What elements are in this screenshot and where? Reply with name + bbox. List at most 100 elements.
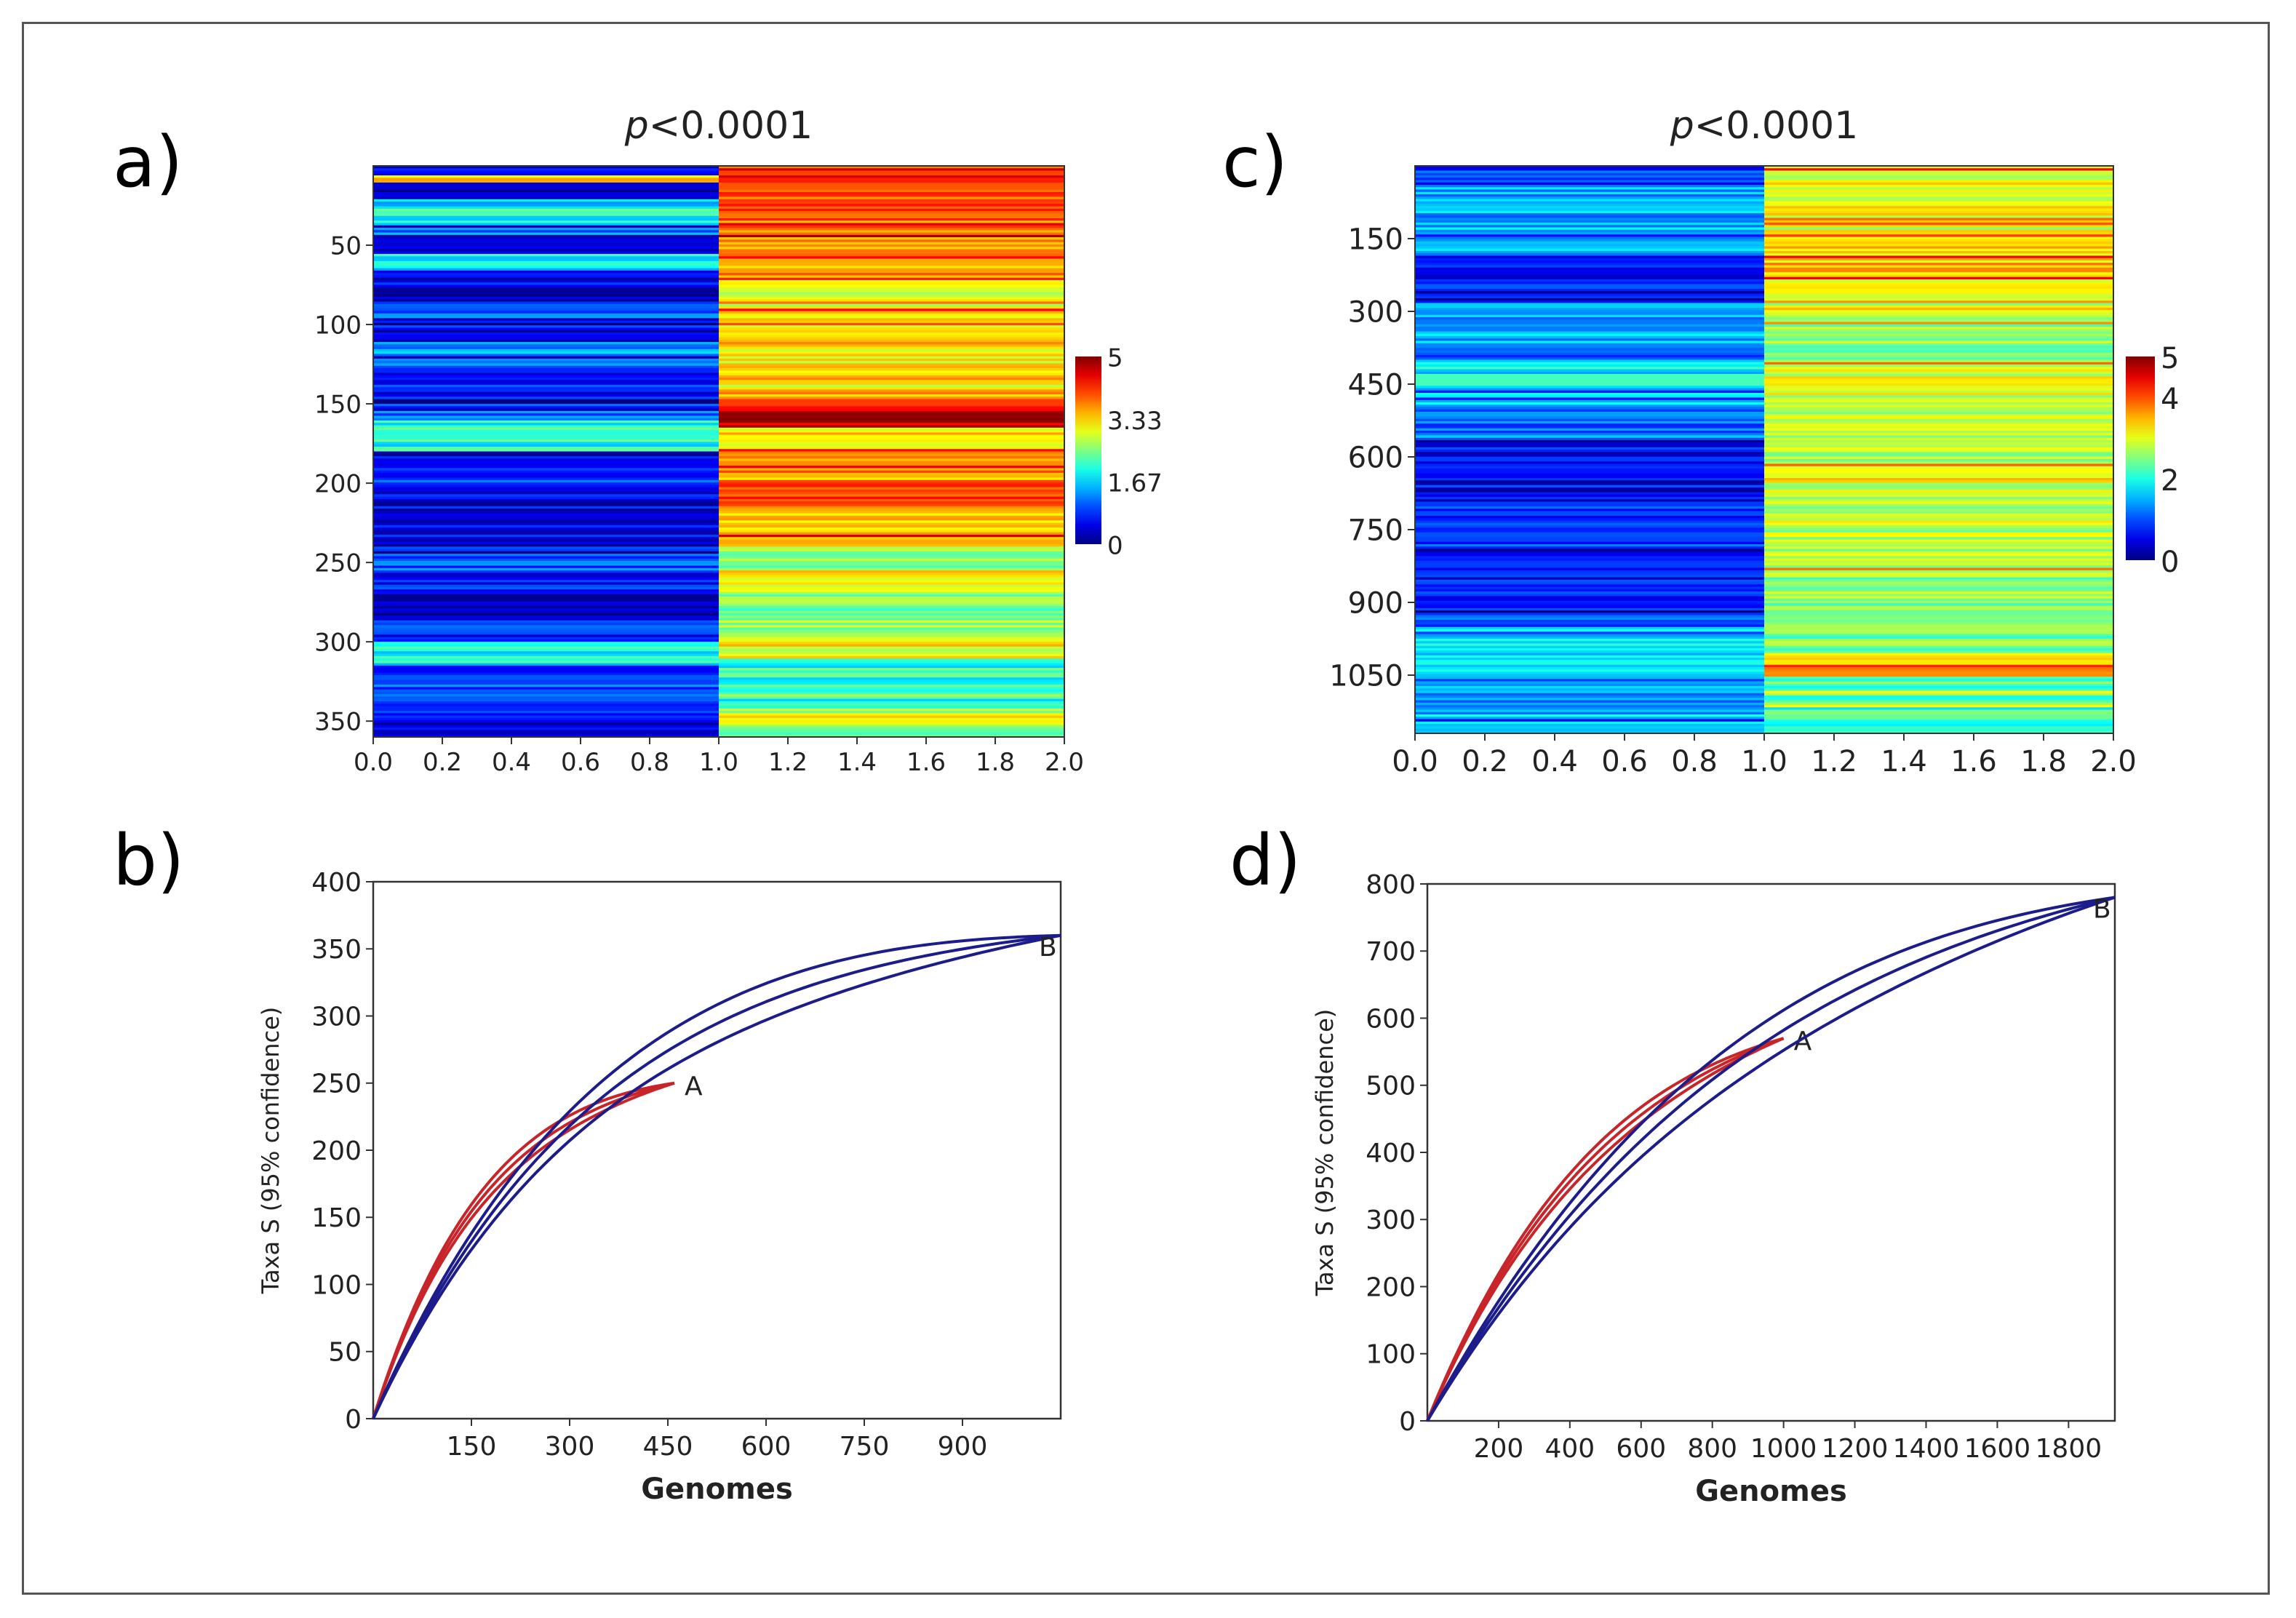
heatmap-cell — [719, 399, 1065, 402]
y-tick-label: 750 — [1348, 514, 1403, 547]
y-tick-label: 500 — [1366, 1072, 1416, 1101]
heatmap-cell — [719, 287, 1065, 290]
panel-label-b: b) — [113, 820, 185, 901]
heatmap-cell — [373, 575, 720, 578]
heatmap-cell — [373, 685, 720, 688]
heatmap-cell — [373, 166, 720, 169]
heatmap-cell — [1415, 629, 1765, 632]
heatmap-cell — [373, 715, 720, 719]
heatmap-cell — [373, 653, 720, 657]
heatmap-cell — [1764, 617, 2114, 621]
heatmap-cell — [373, 202, 720, 204]
heatmap-cell — [1764, 423, 2114, 427]
heatmap-cell — [1415, 645, 1765, 649]
heatmap-cell — [373, 449, 720, 453]
heatmap-cell — [1764, 416, 2114, 420]
heatmap-cell — [1415, 435, 1765, 439]
heatmap-cell — [373, 637, 720, 640]
heatmap-cell — [1764, 215, 2114, 219]
heatmap-cell — [1415, 463, 1765, 467]
heatmap-cell — [719, 358, 1065, 362]
heatmap-cell — [373, 337, 720, 340]
heatmap-cell — [1764, 407, 2114, 410]
heatmap-cell — [373, 368, 720, 371]
heatmap-cell — [373, 694, 720, 697]
heatmap-cell — [719, 698, 1065, 702]
heatmap-cell — [373, 301, 720, 305]
heatmap-cell — [1764, 535, 2114, 538]
heatmap-cell — [373, 539, 720, 543]
heatmap-cell — [373, 191, 720, 195]
heatmap-cell — [1415, 348, 1765, 351]
heatmap-cell — [1764, 485, 2114, 488]
heatmap-cell — [1415, 426, 1765, 429]
heatmap-cell — [373, 318, 720, 322]
heatmap-cell — [373, 413, 720, 417]
heatmap-cell — [1415, 607, 1765, 611]
heatmap-cell — [719, 651, 1065, 655]
heatmap-cell — [719, 584, 1065, 588]
heatmap-cell — [1764, 513, 2114, 517]
x-tick-label: 1.2 — [1811, 745, 1857, 778]
colorbar-tick-label: 4 — [2161, 383, 2179, 416]
heatmap-cell — [719, 242, 1065, 245]
heatmap-cell — [719, 175, 1065, 178]
heatmap-cell — [719, 415, 1065, 419]
heatmap-cell — [719, 734, 1065, 738]
heatmap-cell — [1764, 607, 2114, 611]
heatmap-cell — [373, 734, 720, 738]
heatmap-cell — [719, 370, 1065, 374]
heatmap-cell — [1415, 700, 1765, 704]
heatmap-cell — [373, 487, 720, 490]
heatmap-cell — [1764, 246, 2114, 250]
heatmap-cell — [373, 225, 720, 228]
heatmap-cell — [1415, 303, 1765, 306]
heatmap-cell — [1764, 452, 2114, 455]
heatmap-cell — [1415, 255, 1765, 259]
y-tick-label: 100 — [314, 311, 362, 340]
heatmap-cell — [373, 213, 720, 217]
heatmap-cell — [719, 608, 1065, 612]
heatmap-cell — [1764, 707, 2114, 711]
heatmap-cell — [719, 463, 1065, 466]
heatmap-cell — [373, 199, 720, 202]
heatmap-cell — [1415, 643, 1765, 647]
heatmap-cell — [1764, 522, 2114, 526]
heatmap-cell — [373, 727, 720, 730]
heatmap-cell — [373, 704, 720, 707]
heatmap-cell — [719, 494, 1065, 498]
heatmap-cell — [373, 196, 720, 200]
heatmap-cell — [1415, 679, 1765, 682]
heatmap-cell — [1764, 350, 2114, 354]
heatmap-cell — [373, 249, 720, 252]
heatmap-cell — [373, 194, 720, 198]
heatmap-cell — [719, 717, 1065, 721]
heatmap-cell — [1764, 696, 2114, 698]
heatmap-cell — [1415, 225, 1765, 228]
heatmap-cell — [719, 623, 1065, 626]
heatmap-cell — [719, 487, 1065, 490]
heatmap-cell — [373, 599, 720, 602]
heatmap-cell — [719, 208, 1065, 212]
heatmap-cell — [1764, 291, 2114, 295]
heatmap-cell — [373, 342, 720, 345]
heatmap-cell — [1764, 674, 2114, 677]
heatmap-cell — [373, 244, 720, 247]
heatmap-cell — [373, 172, 720, 176]
heatmap-cell — [1764, 511, 2114, 514]
heatmap-cell — [1415, 414, 1765, 418]
heatmap-cell — [1415, 475, 1765, 479]
heatmap-cell — [1764, 255, 2114, 259]
heatmap-cell — [719, 354, 1065, 357]
heatmap-cell — [373, 187, 720, 191]
heatmap-cell — [719, 430, 1065, 433]
heatmap-cell — [719, 680, 1065, 683]
heatmap-cell — [373, 180, 720, 183]
heatmap-cell — [1764, 577, 2114, 581]
heatmap-cell — [1415, 450, 1765, 453]
series-label-B: B — [2093, 894, 2111, 924]
heatmap-cell — [1764, 527, 2114, 531]
heatmap-cell — [719, 396, 1065, 400]
heatmap-cell — [719, 348, 1065, 352]
